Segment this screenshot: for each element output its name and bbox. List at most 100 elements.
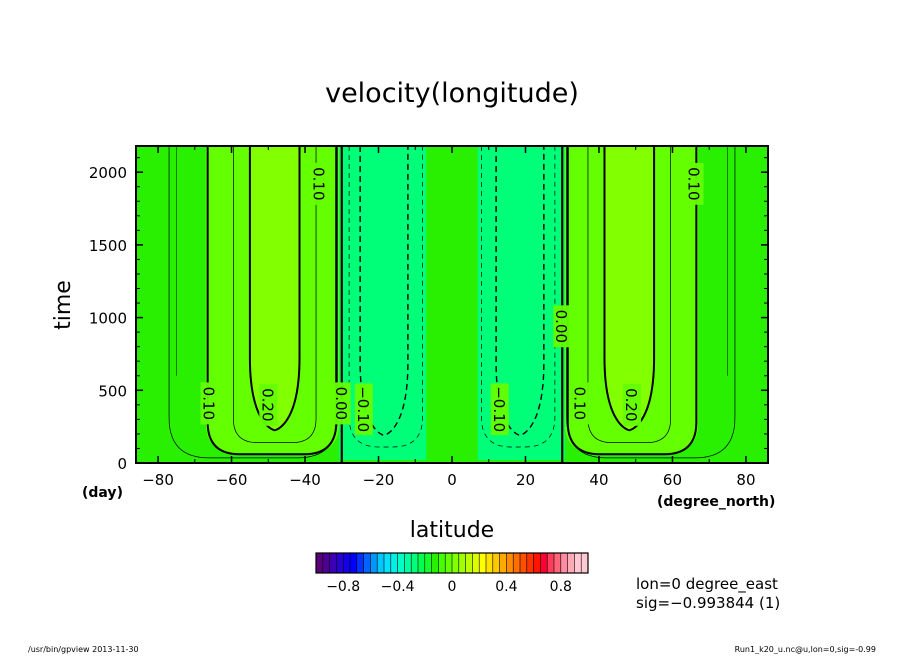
colorbar-swatch (472, 553, 480, 573)
colorbar-swatch (390, 553, 398, 573)
colorbar-swatch (479, 553, 487, 573)
sig-annotation: sig=−0.993844 (1) (636, 594, 780, 612)
contour-labels: 0.10 0.20 0.00 −0.100.10−0.100.000.10 0.200.… (199, 162, 704, 435)
contour-label-group: 0.00 (332, 382, 351, 425)
contour-label-group: 0.10 (685, 162, 704, 205)
negative-band-south (339, 146, 427, 461)
contour-0.10-south (206, 146, 338, 456)
colorbar-swatch (445, 553, 453, 573)
contour-label-group: 0.10 (199, 382, 219, 425)
colorbar-tick-label: 0.8 (550, 579, 572, 595)
colorbar-swatch (316, 553, 324, 573)
colorbar-swatch (458, 553, 466, 573)
x-tick-label: −20 (363, 471, 395, 489)
x-axis-label: latitude (410, 518, 494, 543)
contour-label-group: 0.00 (552, 305, 572, 348)
contour-label: 0.10 (310, 167, 328, 200)
colorbar-swatch (431, 553, 439, 573)
footer-right: Run1_k20_u.nc@u,lon=0,sig=-0.99 (735, 645, 876, 654)
x-tick-label: 60 (663, 471, 682, 489)
colorbar-swatch (533, 553, 541, 573)
contour-label: 0.20 (622, 388, 640, 421)
contour-label: 0.10 (685, 167, 703, 200)
contour-label: 0.10 (571, 387, 589, 420)
y-tick-label: 0 (117, 455, 127, 473)
y-axis-unit: (day) (82, 485, 123, 501)
x-axis-ticks: −80 −60 −40 −20 0 20 40 60 80 (142, 146, 756, 489)
x-tick-label: 40 (589, 471, 608, 489)
contour-label-group: −0.10 (490, 383, 509, 435)
colorbar-swatch (343, 553, 351, 573)
contour-lines (168, 146, 736, 463)
y-axis-ticks: 0 500 1000 1500 2000 (89, 157, 768, 473)
velocity-field (136, 146, 768, 463)
colorbar-tick-label: −0.4 (381, 579, 415, 595)
contour-label: 0.00 (552, 310, 570, 343)
contour-neg-0.05-south (348, 146, 423, 448)
y-tick-label: 1500 (89, 237, 127, 255)
contour-label-group: 0.10 (571, 382, 590, 425)
contour-label: −0.10 (354, 386, 372, 432)
colorbar-swatch (540, 553, 548, 573)
colorbar-swatch (329, 553, 337, 573)
colorbar-swatch (404, 553, 412, 573)
colorbar-swatch (506, 553, 514, 573)
contour-0.15-south (233, 146, 317, 443)
colorbar-swatch (370, 553, 378, 573)
colorbar-swatch (560, 553, 568, 573)
x-tick-label: 0 (447, 471, 457, 489)
contour-neg-0.05-north (481, 146, 556, 448)
colorbar-swatch (322, 553, 330, 573)
colorbar-swatch (492, 553, 500, 573)
colorbar-swatch (567, 553, 575, 573)
contour-label-bg (623, 383, 642, 426)
colorbar-swatch (397, 553, 405, 573)
x-tick-label: 20 (516, 471, 535, 489)
contour-label-group: 0.20 (622, 383, 642, 426)
colorbar-frame (315, 552, 589, 574)
colorbar-swatch (486, 553, 494, 573)
colorbar-swatch (520, 553, 528, 573)
footer-left: /usr/bin/gpview 2013-11-30 (28, 645, 139, 654)
contour-label-bg (259, 383, 278, 426)
colorbar-swatch (356, 553, 364, 573)
positive-core-south (249, 146, 300, 431)
contour-label-group: −0.10 (354, 383, 373, 435)
colorbar-swatch (499, 553, 507, 573)
lon-annotation: lon=0 degree_east (636, 575, 778, 594)
colorbar-swatch (418, 553, 426, 573)
colorbar-swatch (384, 553, 392, 573)
contour-label: 0.20 (258, 388, 276, 421)
positive-core-north (604, 146, 655, 431)
colorbar-tick-label: 0.4 (495, 579, 517, 595)
contour-0.20-south (248, 146, 301, 432)
colorbar-swatch (424, 553, 432, 573)
colorbar-swatch (574, 553, 582, 573)
x-tick-label: 80 (736, 471, 755, 489)
contour-label-group: 0.10 (310, 162, 329, 205)
contour-label-bg (354, 383, 373, 435)
colorbar-swatch (363, 553, 371, 573)
colorbar-swatch (547, 553, 555, 573)
chart-title: velocity(longitude) (325, 78, 579, 109)
x-tick-label: −40 (289, 471, 321, 489)
contour-0.20-north (603, 146, 656, 432)
plot-area: 0.10 0.20 0.00 −0.100.10−0.100.000.10 0.200.… (89, 145, 769, 489)
contour-label-bg (310, 162, 329, 205)
colorbar-swatch (513, 553, 521, 573)
y-tick-label: 1000 (89, 310, 127, 328)
contour-0.15-north (587, 146, 671, 443)
contour-label-bg (571, 382, 590, 425)
colorbar-swatch (452, 553, 460, 573)
contour-label-bg (553, 305, 572, 348)
contour-label-bg (490, 383, 509, 435)
colorbar-swatch (526, 553, 534, 573)
y-tick-label: 2000 (89, 164, 127, 182)
y-axis-label: time (51, 280, 76, 330)
colorbar-swatch (350, 553, 358, 573)
colorbar-swatch (581, 553, 589, 573)
contour-label-bg (685, 162, 704, 205)
contour-label: 0.10 (199, 387, 217, 420)
x-tick-label: −60 (216, 471, 248, 489)
